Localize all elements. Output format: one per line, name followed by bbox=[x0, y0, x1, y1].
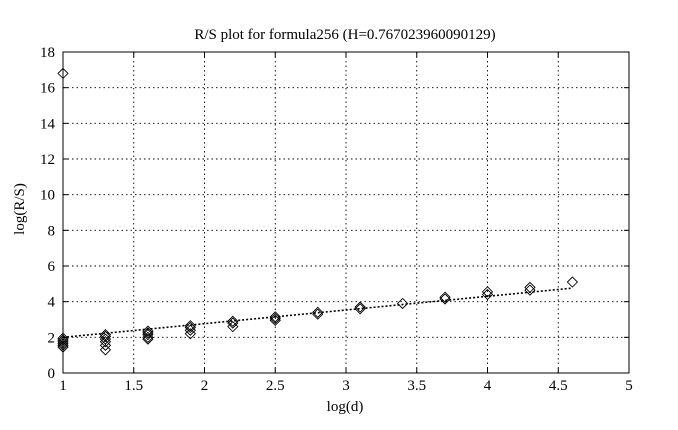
data-point-marker bbox=[57, 67, 69, 80]
y-tick-label: 14 bbox=[40, 116, 56, 132]
y-tick-label: 2 bbox=[48, 330, 56, 346]
data-point-marker bbox=[99, 329, 112, 341]
x-tick-label: 3.5 bbox=[407, 378, 426, 394]
y-tick-label: 10 bbox=[40, 188, 55, 204]
data-point-marker bbox=[312, 306, 324, 319]
data-point-marker bbox=[396, 297, 409, 310]
x-tick-label: 5 bbox=[625, 378, 633, 394]
data-point-marker bbox=[184, 321, 196, 334]
x-tick-label: 2 bbox=[201, 378, 209, 394]
data-point-marker bbox=[269, 314, 281, 327]
y-tick-label: 8 bbox=[48, 223, 56, 239]
data-point-marker bbox=[439, 293, 451, 305]
y-axis-label: log(R/S) bbox=[12, 183, 28, 235]
data-point-marker bbox=[57, 339, 69, 351]
grid-lines bbox=[63, 52, 629, 373]
data-point-marker bbox=[142, 329, 154, 341]
data-point-marker bbox=[57, 337, 69, 350]
x-axis-tick-labels: 1 1.5 2 2.5 3 3.5 4 4.5 5 bbox=[59, 378, 633, 394]
y-tick-label: 6 bbox=[48, 259, 56, 275]
x-tick-label: 2.5 bbox=[266, 378, 285, 394]
data-point-marker bbox=[57, 336, 69, 348]
data-point-marker bbox=[99, 339, 112, 351]
y-tick-label: 0 bbox=[48, 366, 56, 382]
data-point-marker bbox=[354, 301, 366, 313]
data-point-marker bbox=[227, 320, 239, 333]
x-tick-label: 1.5 bbox=[124, 378, 143, 394]
plot-area-frame bbox=[62, 51, 630, 374]
data-point-marker bbox=[142, 325, 154, 337]
data-point-marker bbox=[142, 327, 154, 339]
y-tick-label: 18 bbox=[40, 45, 55, 61]
data-point-marker bbox=[524, 281, 536, 294]
data-point-marker bbox=[227, 317, 239, 329]
data-points bbox=[57, 67, 579, 356]
data-point-marker bbox=[99, 336, 112, 348]
data-point-marker bbox=[57, 332, 69, 344]
data-point-marker bbox=[57, 334, 69, 346]
y-axis-tick-labels: 0 2 4 6 8 10 12 14 16 18 bbox=[40, 45, 56, 382]
fit-line bbox=[62, 287, 573, 339]
data-point-marker bbox=[184, 320, 196, 332]
data-point-marker bbox=[269, 312, 281, 325]
data-point-marker bbox=[184, 324, 196, 336]
y-tick-label: 12 bbox=[40, 152, 55, 168]
x-tick-label: 4 bbox=[484, 378, 492, 394]
x-tick-label: 4.5 bbox=[549, 378, 568, 394]
data-point-marker bbox=[269, 311, 281, 323]
x-tick-label: 1 bbox=[59, 378, 67, 394]
data-point-marker bbox=[99, 333, 112, 345]
data-point-marker bbox=[524, 284, 536, 296]
chart-title: R/S plot for formula256 (H=0.76702396009… bbox=[194, 27, 495, 43]
data-point-marker bbox=[57, 341, 69, 353]
data-point-marker bbox=[312, 308, 324, 320]
data-point-marker bbox=[439, 291, 451, 303]
data-point-marker bbox=[184, 328, 196, 340]
axis-ticks bbox=[62, 51, 630, 374]
y-tick-label: 4 bbox=[48, 295, 56, 311]
data-point-marker bbox=[142, 333, 154, 345]
data-point-marker bbox=[227, 315, 239, 327]
data-point-marker bbox=[481, 288, 494, 301]
data-point-marker bbox=[354, 303, 366, 315]
data-point-marker bbox=[99, 330, 112, 343]
data-point-marker bbox=[566, 276, 579, 288]
y-tick-label: 16 bbox=[40, 81, 56, 97]
data-point-marker bbox=[142, 331, 154, 343]
x-axis-label: log(d) bbox=[327, 399, 364, 415]
fit-line-layer bbox=[62, 287, 573, 339]
x-tick-label: 3 bbox=[342, 378, 350, 394]
data-point-marker bbox=[99, 344, 112, 356]
data-point-marker bbox=[481, 286, 494, 298]
